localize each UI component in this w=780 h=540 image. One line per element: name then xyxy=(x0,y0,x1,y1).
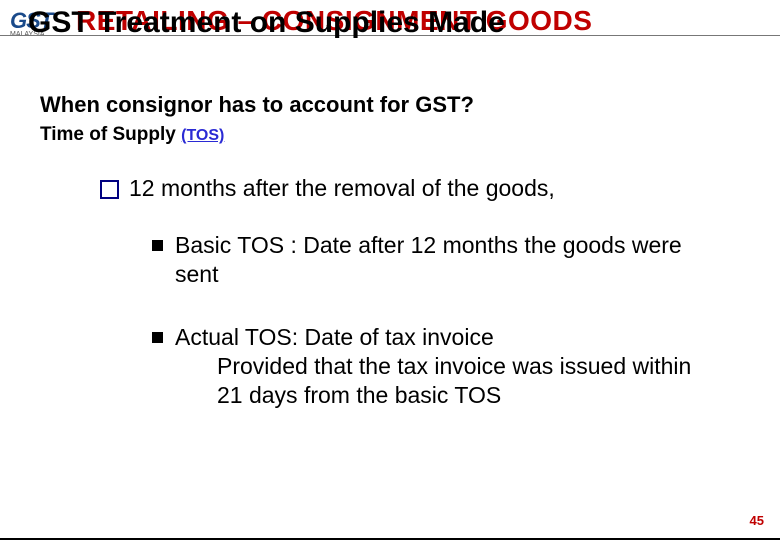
bullet-level-1: 12 months after the removal of the goods… xyxy=(100,174,750,203)
page-number: 45 xyxy=(750,513,764,528)
bullet-3-line1: Actual TOS: Date of tax invoice xyxy=(175,324,494,350)
slide-title: GST Treatment on Supplies Made xyxy=(28,5,628,41)
body: When consignor has to account for GST? T… xyxy=(40,92,750,410)
slide: GST MALAYSIA RETAILING – CONSIGNMENT GOO… xyxy=(0,0,780,540)
tos-label: Time of Supply xyxy=(40,124,181,145)
tos-line: Time of Supply (TOS) xyxy=(40,124,750,146)
checkbox-bullet-icon xyxy=(100,180,119,199)
question: When consignor has to account for GST? xyxy=(40,92,750,118)
bullet-3-rest: Provided that the tax invoice was issued… xyxy=(217,352,695,410)
bullet-2b-text: Actual TOS: Date of tax invoice Provided… xyxy=(175,323,695,409)
tos-link[interactable]: (TOS) xyxy=(181,127,224,144)
square-bullet-icon xyxy=(152,332,163,343)
bullet-1-text: 12 months after the removal of the goods… xyxy=(129,174,555,203)
bullet-2a-text: Basic TOS : Date after 12 months the goo… xyxy=(175,231,695,289)
square-bullet-icon xyxy=(152,240,163,251)
bullet-level-2-a: Basic TOS : Date after 12 months the goo… xyxy=(152,231,750,289)
bullet-level-2-b: Actual TOS: Date of tax invoice Provided… xyxy=(152,323,750,409)
